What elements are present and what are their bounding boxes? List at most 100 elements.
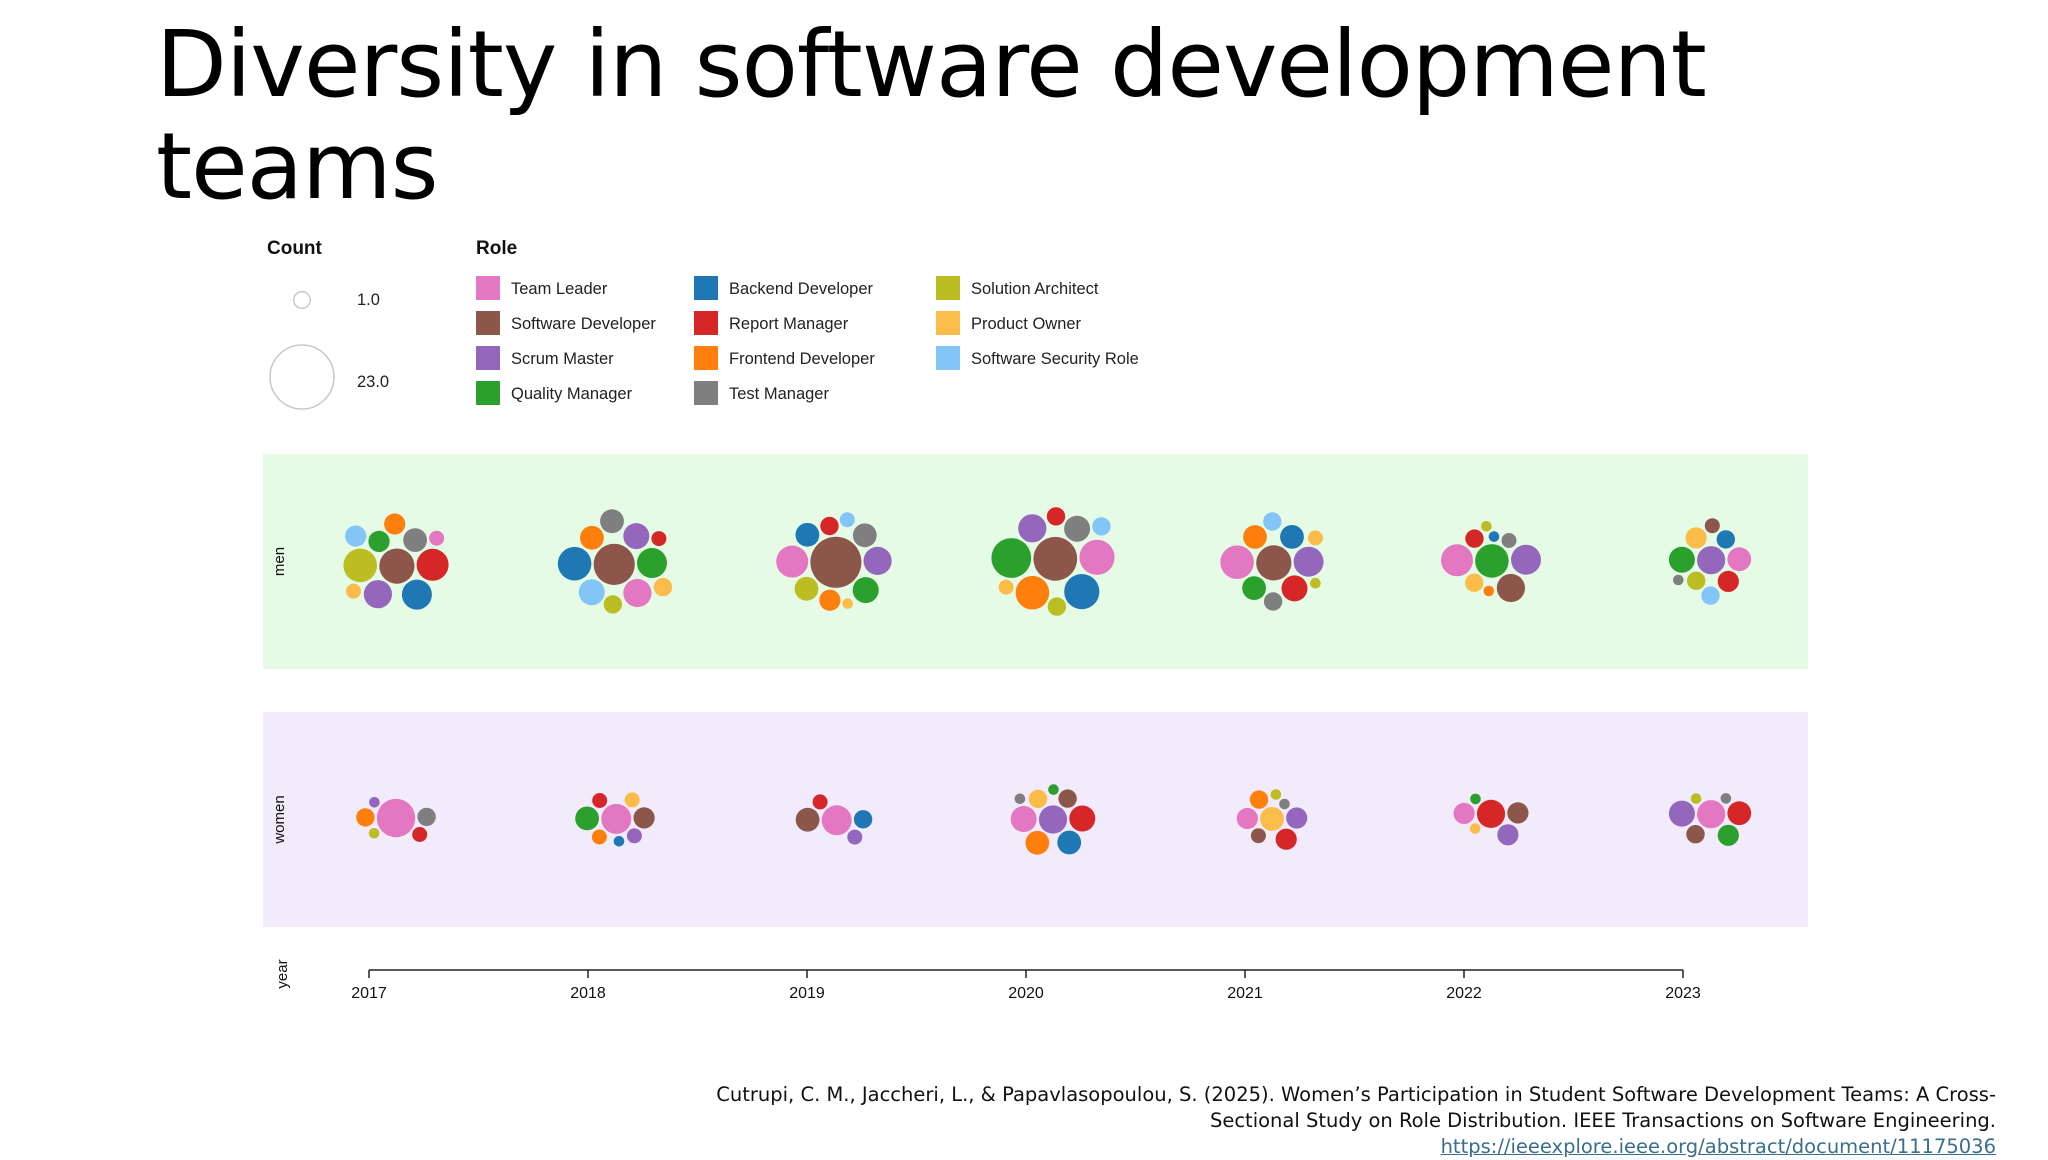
size-legend-title: Count xyxy=(267,238,323,259)
legend-label-quality-manager: Quality Manager xyxy=(511,385,633,403)
bubble-men-2021-software-security-role xyxy=(1263,512,1282,531)
bubble-men-2020-software-security-role xyxy=(1092,517,1111,536)
bubble-men-2021-report-manager xyxy=(1281,575,1308,602)
bubble-women-2019-software-developer xyxy=(795,807,820,832)
legend-label-solution-architect: Solution Architect xyxy=(971,280,1099,298)
bubble-men-2017-backend-developer xyxy=(401,579,432,610)
bubble-women-2023-scrum-master xyxy=(1668,800,1695,827)
bubble-men-2022-backend-developer xyxy=(1488,531,1500,542)
bubble-men-2019-solution-architect xyxy=(794,576,819,601)
bubble-men-2022-solution-architect xyxy=(1481,521,1492,532)
bubble-men-2019-scrum-master xyxy=(863,546,892,576)
year-axis: 2017 2018 2019 2020 2021 2022 2023 year xyxy=(274,959,1701,1002)
bubble-men-2019-team-leader xyxy=(776,545,809,578)
facet-label-women: women xyxy=(271,795,288,844)
citation-line-2: Sectional Study on Role Distribution. IE… xyxy=(1209,1109,1996,1132)
bubble-men-2019-quality-manager xyxy=(852,577,879,604)
bubble-women-2020-scrum-master xyxy=(1038,805,1068,834)
bubble-women-2020-frontend-developer xyxy=(1025,830,1050,855)
bubble-men-2023-software-security-role xyxy=(1701,586,1720,605)
bubble-men-2019-product-owner xyxy=(842,598,853,609)
legend-label-frontend-developer: Frontend Developer xyxy=(729,350,875,368)
bubble-men-2017-frontend-developer xyxy=(384,513,406,535)
bubble-women-2019-report-manager xyxy=(812,794,828,810)
bubble-women-2017-solution-architect xyxy=(368,828,380,839)
bubble-women-2023-report-manager xyxy=(1727,801,1752,826)
bubble-men-2020-software-developer xyxy=(1033,536,1078,581)
bubble-women-2020-backend-developer xyxy=(1057,830,1082,855)
bubble-men-2017-software-developer xyxy=(379,548,415,584)
bubble-women-2022-report-manager xyxy=(1476,799,1506,829)
bubble-men-2018-team-leader xyxy=(623,578,652,608)
facet-bands: men women xyxy=(263,454,1808,927)
size-legend-small-circle xyxy=(292,290,312,310)
x-tick-label-2018: 2018 xyxy=(570,985,606,1002)
x-tick-label-2020: 2020 xyxy=(1008,985,1044,1002)
bubble-women-2023-team-leader xyxy=(1697,800,1726,829)
bubble-women-2020-test-manager xyxy=(1014,793,1026,805)
bubble-women-2021-solution-architect xyxy=(1270,789,1282,800)
bubble-men-2017-product-owner xyxy=(346,583,361,599)
bubble-women-2021-frontend-developer xyxy=(1249,790,1269,809)
bubble-men-2017-solution-architect xyxy=(343,548,378,583)
bubble-women-2021-scrum-master xyxy=(1286,807,1308,829)
bubble-women-2018-software-developer xyxy=(633,807,655,829)
legend-swatch-team-leader xyxy=(476,276,500,300)
bubble-men-2019-frontend-developer xyxy=(819,589,841,611)
bubble-women-2023-test-manager xyxy=(1720,793,1732,804)
slide-title: Diversity in software development teams xyxy=(156,11,1707,220)
size-legend-max-label: 23.0 xyxy=(357,373,389,391)
bubble-men-2022-team-leader xyxy=(1441,544,1473,577)
bubble-women-2023-solution-architect xyxy=(1690,793,1702,804)
bubble-men-2018-solution-architect xyxy=(603,595,622,614)
legend-swatch-quality-manager xyxy=(476,381,500,405)
size-legend-large-circle xyxy=(269,344,335,410)
bubble-men-2018-software-security-role xyxy=(578,579,605,606)
legend-swatch-software-developer xyxy=(476,311,500,335)
bubble-women-2021-product-owner xyxy=(1260,807,1284,831)
bubble-women-2020-team-leader xyxy=(1010,806,1037,832)
bubbles xyxy=(343,507,1752,855)
legend-swatch-report-manager xyxy=(694,311,718,335)
bubble-men-2018-test-manager xyxy=(600,509,624,534)
bubble-men-2017-scrum-master xyxy=(363,580,392,609)
bubble-men-2023-report-manager xyxy=(1717,570,1739,593)
bubble-men-2022-scrum-master xyxy=(1511,544,1541,575)
bubble-men-2023-product-owner xyxy=(1685,527,1707,549)
bubble-women-2021-software-developer xyxy=(1250,828,1266,844)
bubble-men-2017-quality-manager xyxy=(368,530,390,553)
bubble-men-2018-frontend-developer xyxy=(580,525,604,550)
citation-link[interactable]: https://ieeexplore.ieee.org/abstract/doc… xyxy=(1440,1135,1996,1158)
size-legend-min-label: 1.0 xyxy=(357,291,380,309)
bubble-men-2019-backend-developer xyxy=(795,522,820,547)
legend-swatch-scrum-master xyxy=(476,346,500,370)
bubble-men-2017-test-manager xyxy=(403,528,427,552)
bubble-men-2022-test-manager xyxy=(1501,533,1517,548)
legend-label-team-leader: Team Leader xyxy=(511,280,608,298)
legend-swatch-test-manager xyxy=(694,381,718,405)
bubble-men-2018-backend-developer xyxy=(557,546,592,581)
bubble-men-2022-frontend-developer xyxy=(1483,585,1495,597)
bubble-women-2021-test-manager xyxy=(1279,798,1290,810)
bubble-women-2020-software-developer xyxy=(1058,789,1077,808)
bubble-men-2017-report-manager xyxy=(416,548,449,581)
bubble-women-2019-scrum-master xyxy=(847,829,863,845)
bubble-women-2018-backend-developer xyxy=(613,836,625,847)
x-tick-label-2023: 2023 xyxy=(1665,985,1701,1002)
bubble-men-2019-software-developer xyxy=(810,536,862,588)
role-legend: Role Team Leader Software Developer Scrum M… xyxy=(476,238,1139,405)
bubble-men-2021-team-leader xyxy=(1220,545,1254,579)
bubble-men-2022-software-developer xyxy=(1496,573,1525,603)
bubble-men-2018-report-manager xyxy=(651,531,667,547)
bubble-women-2022-software-developer xyxy=(1507,802,1529,824)
bubble-women-2017-frontend-developer xyxy=(356,808,375,827)
bubble-men-2021-backend-developer xyxy=(1280,525,1304,549)
bubble-women-2020-product-owner xyxy=(1028,789,1048,809)
legend-label-backend-developer: Backend Developer xyxy=(729,280,874,298)
bubble-women-2022-team-leader xyxy=(1453,802,1475,825)
bubble-women-2022-scrum-master xyxy=(1497,824,1519,846)
bubble-women-2021-report-manager xyxy=(1275,828,1297,850)
bubble-men-2018-product-owner xyxy=(653,577,673,597)
bubble-women-2018-quality-manager xyxy=(575,806,599,831)
bubble-women-2017-report-manager xyxy=(412,827,428,842)
